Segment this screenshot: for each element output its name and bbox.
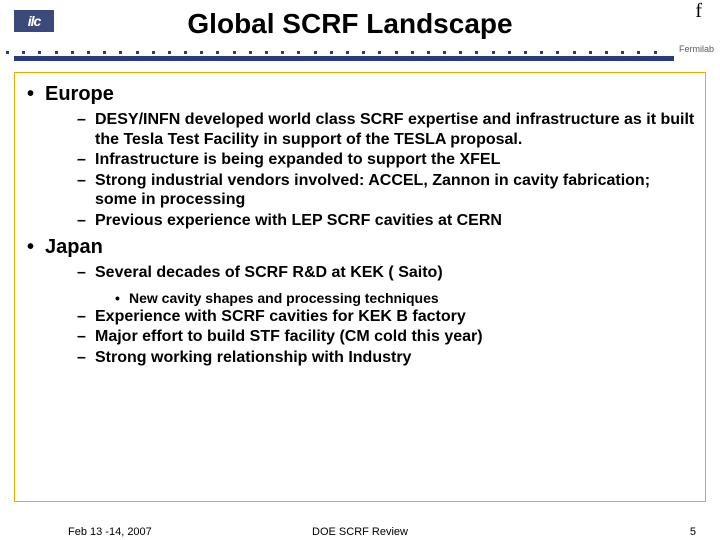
bullet-item: Strong working relationship with Industr… (77, 348, 695, 368)
bullet-item: Strong industrial vendors involved: ACCE… (77, 171, 695, 210)
logo-text: ilc (14, 10, 54, 32)
bullet-item: Major effort to build STF facility (CM c… (77, 327, 695, 347)
footer-center: DOE SCRF Review (0, 526, 720, 538)
sub-bullet-item: New cavity shapes and processing techniq… (115, 289, 695, 307)
bullet-item: Previous experience with LEP SCRF caviti… (77, 211, 695, 231)
thick-divider (14, 56, 674, 61)
f-mark: f (695, 0, 702, 23)
region-heading: Japan (45, 236, 695, 259)
slide-title: Global SCRF Landscape (0, 8, 720, 40)
bullet-item: DESY/INFN developed world class SCRF exp… (77, 110, 695, 149)
bullet-item: Infrastructure is being expanded to supp… (77, 150, 695, 170)
footer-page: 5 (690, 526, 696, 538)
bullet-item: Experience with SCRF cavities for KEK B … (77, 307, 695, 327)
logo: ilc (10, 6, 58, 36)
content-frame: Europe DESY/INFN developed world class SC… (14, 72, 706, 502)
bullet-item: Several decades of SCRF R&D at KEK ( Sai… (77, 263, 695, 283)
region-heading: Europe (45, 83, 695, 106)
